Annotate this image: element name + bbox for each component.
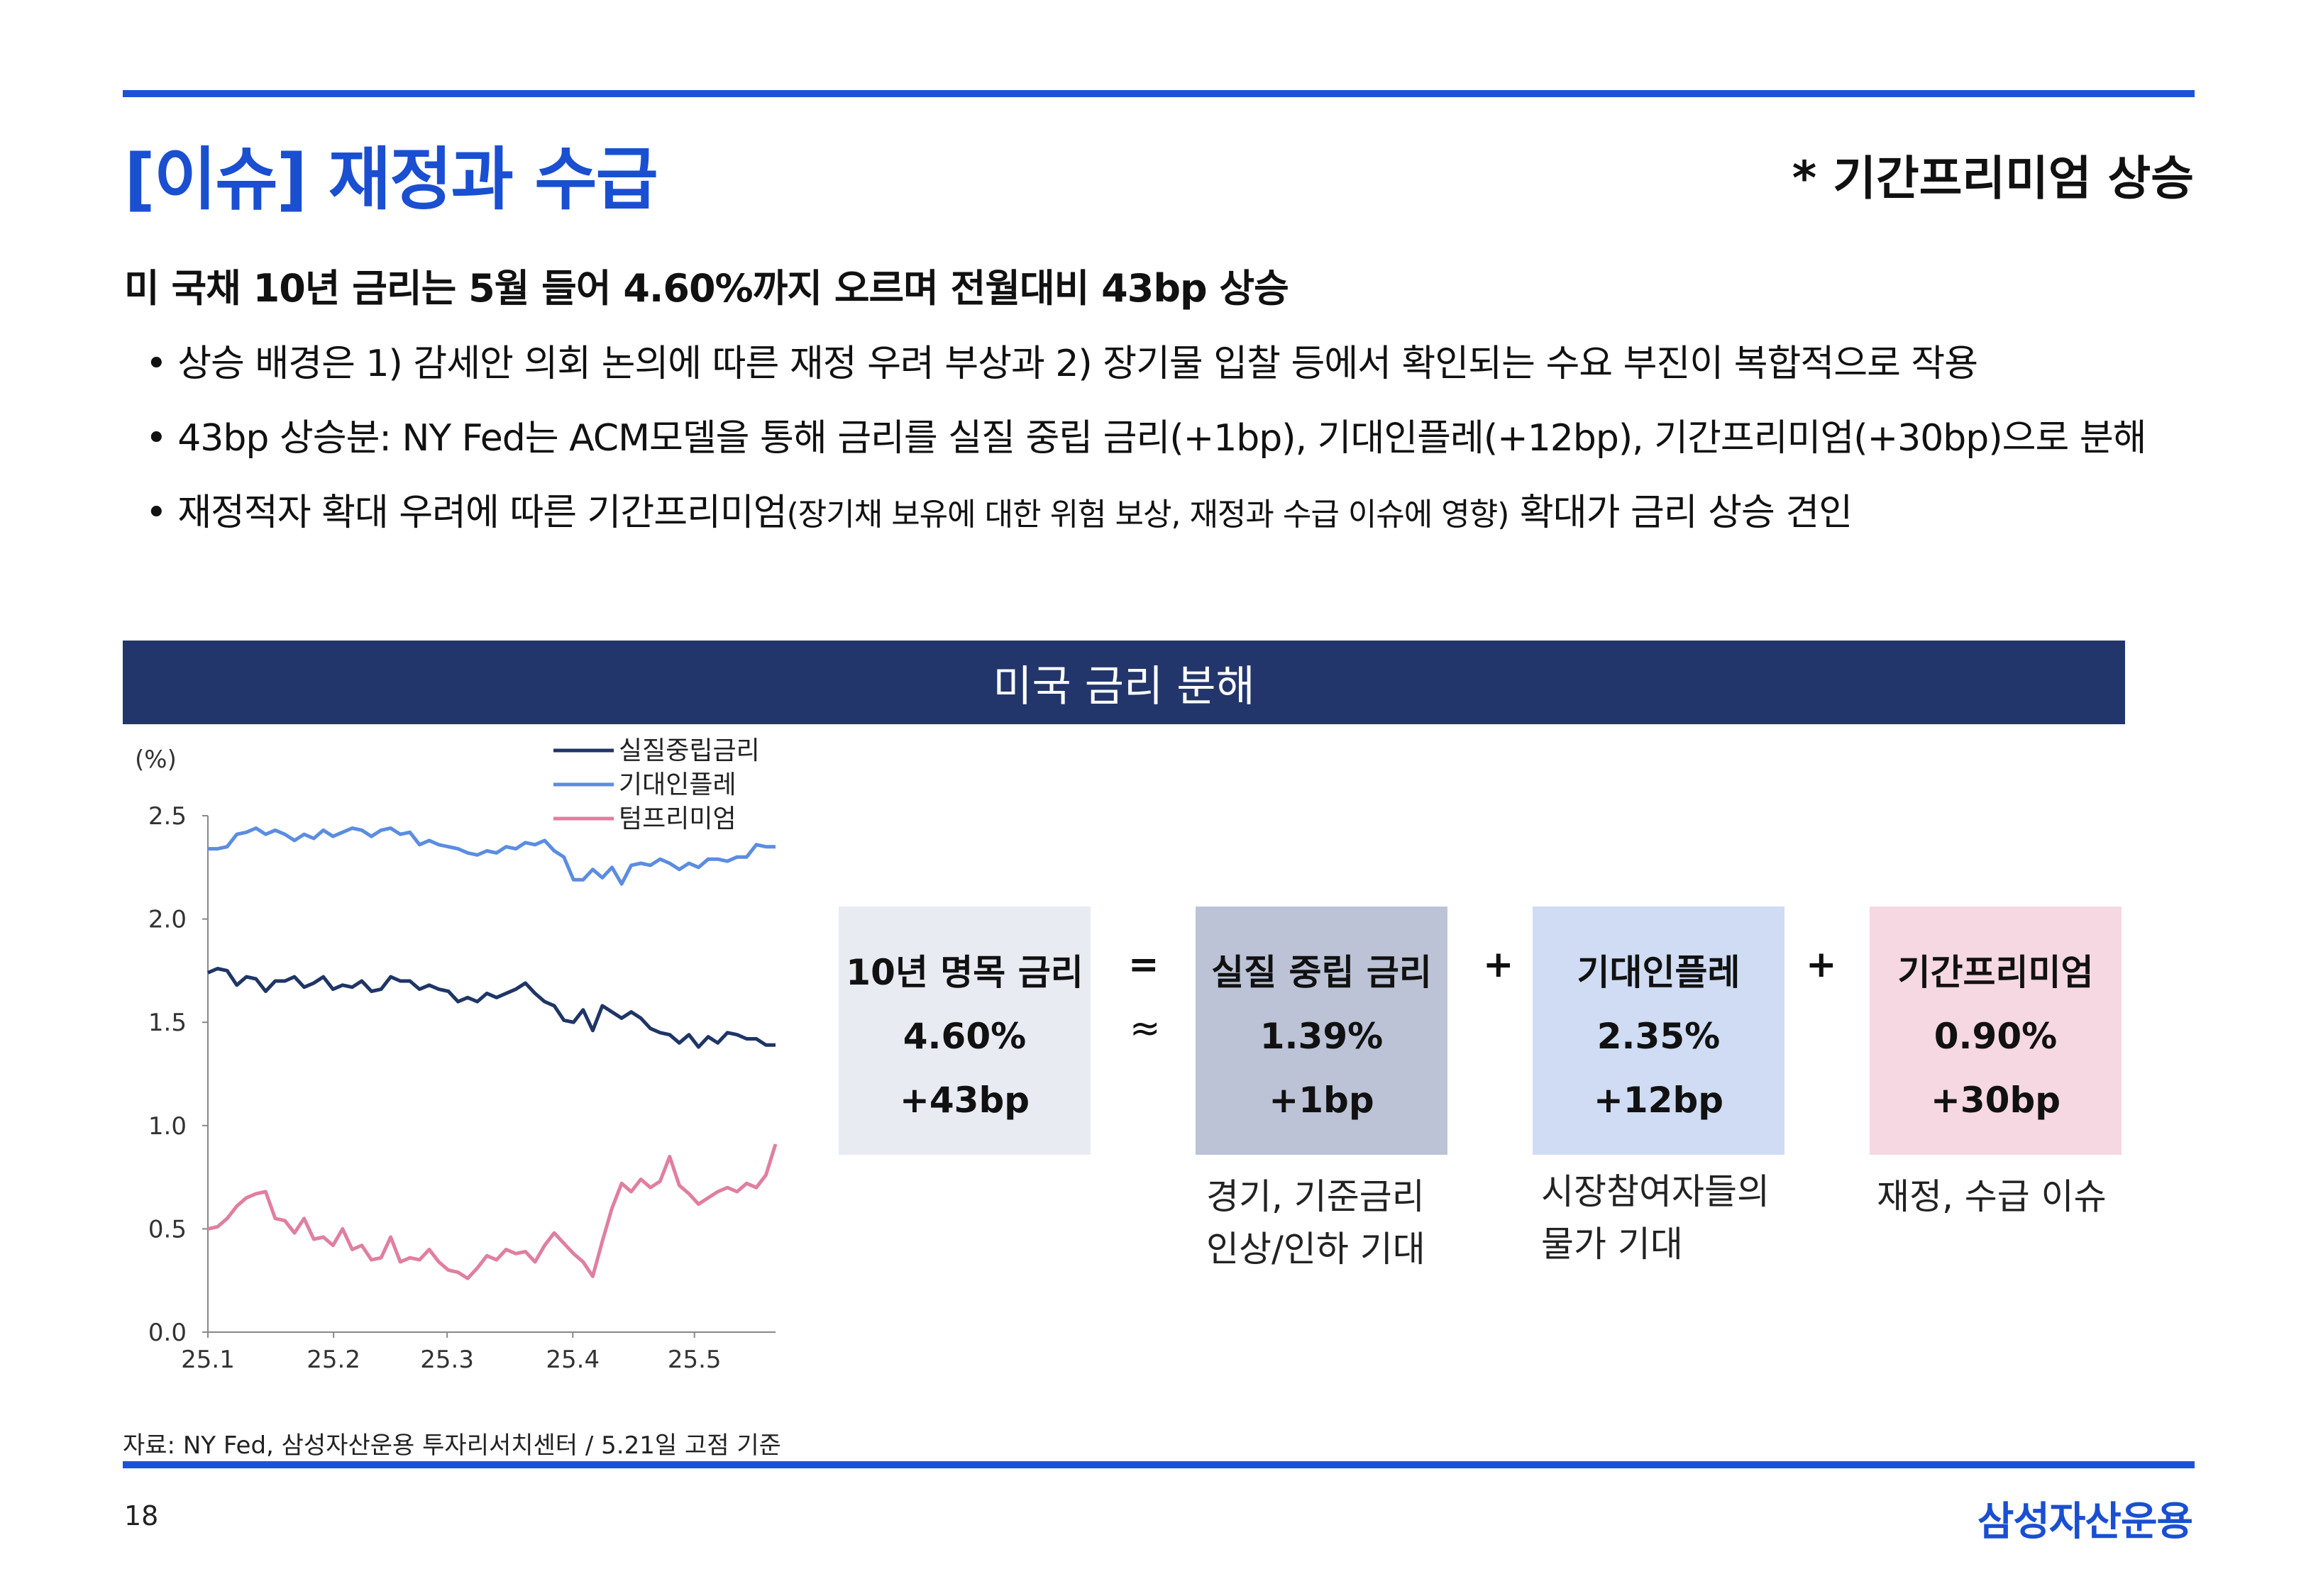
expected-inflation-box: 기대인플레 2.35% +12bp (1533, 907, 1784, 1155)
nominal-rate-change: +43bp (899, 1080, 1030, 1121)
y-tick-label: 0.0 (148, 1319, 187, 1347)
term-premium-title: 기간프리미엄 (1897, 952, 2094, 993)
top-rule (123, 90, 2195, 97)
bullet-3-tail: 확대가 금리 상승 견인 (1508, 492, 1853, 534)
legend-label: 텀프리미엄 (619, 804, 737, 833)
real-neutral-rate-box: 실질 중립 금리 1.39% +1bp (1196, 907, 1447, 1155)
bullet-3: • 재정적자 확대 우려에 따른 기간프리미엄(장기채 보유에 대한 위험 보상… (145, 482, 1853, 536)
nominal-rate-value: 4.60% (903, 1016, 1027, 1057)
y-tick-label: 0.5 (148, 1215, 187, 1243)
x-tick-label: 25.5 (668, 1346, 722, 1374)
chart-axes: 0.0 0.5 1.0 1.5 2.0 2.5 (%) 25.1 25.2 25.3 25.4 25.… (135, 746, 776, 1374)
bullet-1: • 상승 배경은 1) 감세안 의회 논의에 따른 재정 우려 부상과 2) 장… (145, 343, 1978, 385)
bullet-3-paren: (장기채 보유에 대한 위험 보상, 재정과 수급 이슈에 영향) (786, 497, 1510, 533)
y-tick-label: 2.5 (148, 802, 187, 831)
company-logo: 삼성자산운용 (1977, 1499, 2193, 1545)
term-premium-change: +30bp (1930, 1080, 2061, 1121)
y-tick-label: 1.5 (148, 1009, 187, 1037)
x-tick-label: 25.4 (546, 1346, 600, 1374)
expected-inflation-value: 2.35% (1596, 1016, 1721, 1057)
legend-label: 실질중립금리 (619, 736, 760, 765)
bottom-rule (123, 1461, 2195, 1468)
series-line-2 (207, 1143, 778, 1280)
note-inflation: 시장참여자들의 물가 기대 (1541, 1171, 1770, 1265)
y-tick-label: 2.0 (148, 906, 187, 934)
topic-tag: * 기간프리미엄 상승 (1792, 151, 2194, 206)
series-line-0 (207, 967, 776, 1049)
equals-sign: = (1128, 943, 1159, 986)
y-axis-unit: (%) (135, 746, 177, 774)
real-neutral-rate-change: +1bp (1269, 1080, 1374, 1121)
real-neutral-rate-value: 1.39% (1259, 1016, 1384, 1057)
y-tick-label: 1.0 (148, 1112, 187, 1141)
chart-series (207, 826, 778, 1280)
series-line-1 (208, 826, 776, 886)
rate-decomposition-chart: 0.0 0.5 1.0 1.5 2.0 2.5 (%) 25.1 25.2 25.3 25.4 25.… (135, 736, 778, 1374)
source-note: 자료: NY Fed, 삼성자산운용 투자리서치센터 / 5.21일 고점 기준 (123, 1431, 781, 1460)
term-premium-box: 기간프리미엄 0.90% +30bp (1870, 907, 2122, 1155)
note-term-premium: 재정, 수급 이슈 (1877, 1176, 2107, 1217)
plus-sign-1: + (1483, 943, 1514, 986)
bullet-2: • 43bp 상승분: NY Fed는 ACM모델을 통해 금리를 실질 중립 … (145, 417, 2146, 460)
plus-sign-2: + (1806, 943, 1837, 986)
nominal-rate-title: 10년 명목 금리 (846, 952, 1083, 993)
real-neutral-rate-title: 실질 중립 금리 (1211, 952, 1432, 993)
headline: 미 국채 10년 금리는 5월 들어 4.60%까지 오르며 전월대비 43bp… (124, 266, 1289, 311)
x-tick-label: 25.2 (307, 1346, 360, 1374)
expected-inflation-title: 기대인플레 (1577, 952, 1740, 993)
approx-sign: ≈ (1130, 1007, 1161, 1050)
nominal-rate-box: 10년 명목 금리 4.60% +43bp (839, 907, 1091, 1155)
x-tick-label: 25.1 (181, 1346, 235, 1374)
term-premium-value: 0.90% (1933, 1016, 2058, 1057)
section-banner: 미국 금리 분해 (123, 641, 2125, 724)
note-real-rate: 경기, 기준금리 인상/인하 기대 (1206, 1176, 1425, 1270)
expected-inflation-change: +12bp (1593, 1080, 1724, 1121)
page-number: 18 (124, 1500, 159, 1531)
x-tick-label: 25.3 (420, 1346, 474, 1374)
page-title: [이슈] 재정과 수급 (124, 140, 658, 219)
legend-label: 기대인플레 (619, 770, 737, 799)
bullet-3-main: • 재정적자 확대 우려에 따른 기간프리미엄 (145, 492, 788, 534)
